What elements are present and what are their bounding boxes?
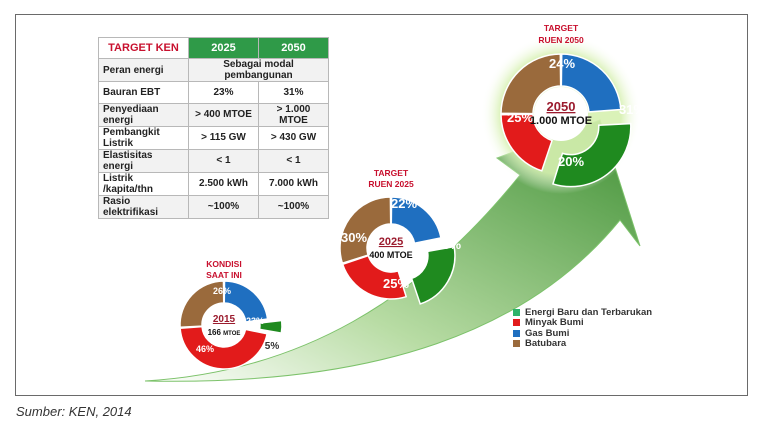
donut-total: 166 MTOE: [208, 328, 241, 337]
donut-total: 1.000 MTOE: [530, 115, 592, 127]
slice-ebt: [410, 245, 456, 305]
donut-2025: [339, 196, 456, 305]
slice-minyak: [500, 113, 553, 172]
row-value-2050: > 1.000 MTOE: [258, 102, 329, 127]
legend-item-ebt: Energi Baru dan Terbarukan: [513, 307, 652, 318]
slice-batubara: [500, 53, 562, 115]
donut-caption-line1: TARGET: [544, 23, 579, 33]
row-value-2025: 23%: [188, 81, 259, 104]
slice-label-minyak: 46%: [196, 344, 214, 354]
donut-caption-line2: RUEN 2025: [368, 179, 414, 189]
slice-label-gas: 24%: [549, 56, 575, 71]
donut-caption-line2: SAAT INI: [206, 270, 242, 280]
row-value-merged: Sebagai modal pembangunan: [188, 58, 329, 83]
donut-caption-line1: KONDISI: [206, 259, 241, 269]
table-row: Rasio elektrifikasi ~100% ~100%: [98, 194, 329, 219]
donut-caption-line1: TARGET: [374, 168, 409, 178]
legend-label: Minyak Bumi: [525, 317, 584, 329]
donut-center: [368, 225, 414, 271]
row-value-2050: 31%: [258, 81, 329, 104]
table-row: Penyediaan energi > 400 MTOE > 1.000 MTO…: [98, 102, 329, 127]
slice-minyak: [341, 254, 408, 300]
row-label: Penyediaan energi: [98, 102, 189, 127]
slice-label-ebt: 5%: [265, 341, 280, 352]
row-label: Bauran EBT: [98, 81, 189, 104]
slice-minyak: [179, 325, 269, 370]
legend-item-batubara: Batubara: [513, 338, 652, 350]
growth-arrow: [144, 119, 641, 382]
row-value-2050: < 1: [258, 148, 329, 173]
slice-label-gas: 23%: [246, 316, 264, 326]
legend-label: Gas Bumi: [525, 327, 570, 339]
legend-swatch: [513, 308, 520, 316]
donut-2015: [179, 280, 283, 370]
donut-center: [534, 87, 588, 141]
legend: Energi Baru dan Terbarukan Minyak Bumi G…: [513, 307, 652, 349]
row-label: Listrik /kapita/thn: [98, 171, 189, 196]
legend-label: Energi Baru dan Terbarukan: [525, 306, 653, 318]
slice-label-batubara: 30%: [341, 230, 367, 245]
table-row: Peran energi Sebagai modal pembangunan: [98, 58, 329, 83]
donut-year: 2050: [547, 99, 576, 114]
row-label: Elastisitas energi: [98, 148, 189, 173]
row-value-2025: ~100%: [188, 194, 259, 219]
table-row: Pembangkit Listrik > 115 GW > 430 GW: [98, 125, 329, 150]
target-ken-table: TARGET KEN 2025 2050 Peran energi Sebaga…: [98, 36, 329, 219]
legend-swatch: [513, 319, 520, 327]
legend-swatch: [513, 340, 520, 348]
source-note: Sumber: KEN, 2014: [16, 404, 132, 419]
donut-caption-line2: RUEN 2050: [538, 35, 584, 45]
row-value-2050: 7.000 kWh: [258, 171, 329, 196]
table-row: Listrik /kapita/thn 2.500 kWh 7.000 kWh: [98, 171, 329, 196]
slice-label-ebt: 31%: [619, 102, 645, 117]
slice-label-batubara: 26%: [213, 286, 231, 296]
slice-ebt: [552, 122, 632, 188]
legend-label: Batubara: [525, 338, 567, 350]
slice-ebt: [258, 319, 283, 335]
table-header-label: TARGET KEN: [98, 36, 189, 60]
slice-label-minyak: 20%: [558, 154, 584, 169]
row-value-2050: > 430 GW: [258, 125, 329, 150]
slice-gas: [223, 280, 269, 323]
donut-year: 2025: [379, 236, 403, 248]
row-value-2025: < 1: [188, 148, 259, 173]
donut-total: 400 MTOE: [369, 250, 412, 260]
table-row: Elastisitas energi < 1 < 1: [98, 148, 329, 173]
row-label: Pembangkit Listrik: [98, 125, 189, 150]
slice-gas: [560, 53, 622, 113]
table-header-2025: 2025: [188, 36, 259, 60]
row-value-2025: > 400 MTOE: [188, 102, 259, 127]
legend-swatch: [513, 329, 520, 337]
slice-batubara: [179, 280, 225, 329]
slice-label-ebt: 23%: [435, 237, 461, 252]
slice-label-gas: 22%: [391, 196, 417, 211]
slice-label-minyak: 25%: [383, 276, 409, 291]
slice-batubara: [339, 196, 392, 265]
donut-center: [203, 304, 245, 346]
slice-gas: [390, 196, 442, 245]
donut-2050: [481, 34, 641, 194]
row-label: Rasio elektrifikasi: [98, 194, 189, 219]
donut-year: 2015: [213, 314, 236, 325]
legend-item-minyak: Minyak Bumi: [513, 317, 652, 329]
row-value-2050: ~100%: [258, 194, 329, 219]
row-value-2025: 2.500 kWh: [188, 171, 259, 196]
slice-label-batubara: 25%: [507, 110, 533, 125]
table-header-2050: 2050: [258, 36, 329, 60]
table-row: Bauran EBT 23% 31%: [98, 81, 329, 104]
row-label: Peran energi: [98, 58, 189, 83]
row-value-2025: > 115 GW: [188, 125, 259, 150]
legend-item-gas: Gas Bumi: [513, 328, 652, 339]
